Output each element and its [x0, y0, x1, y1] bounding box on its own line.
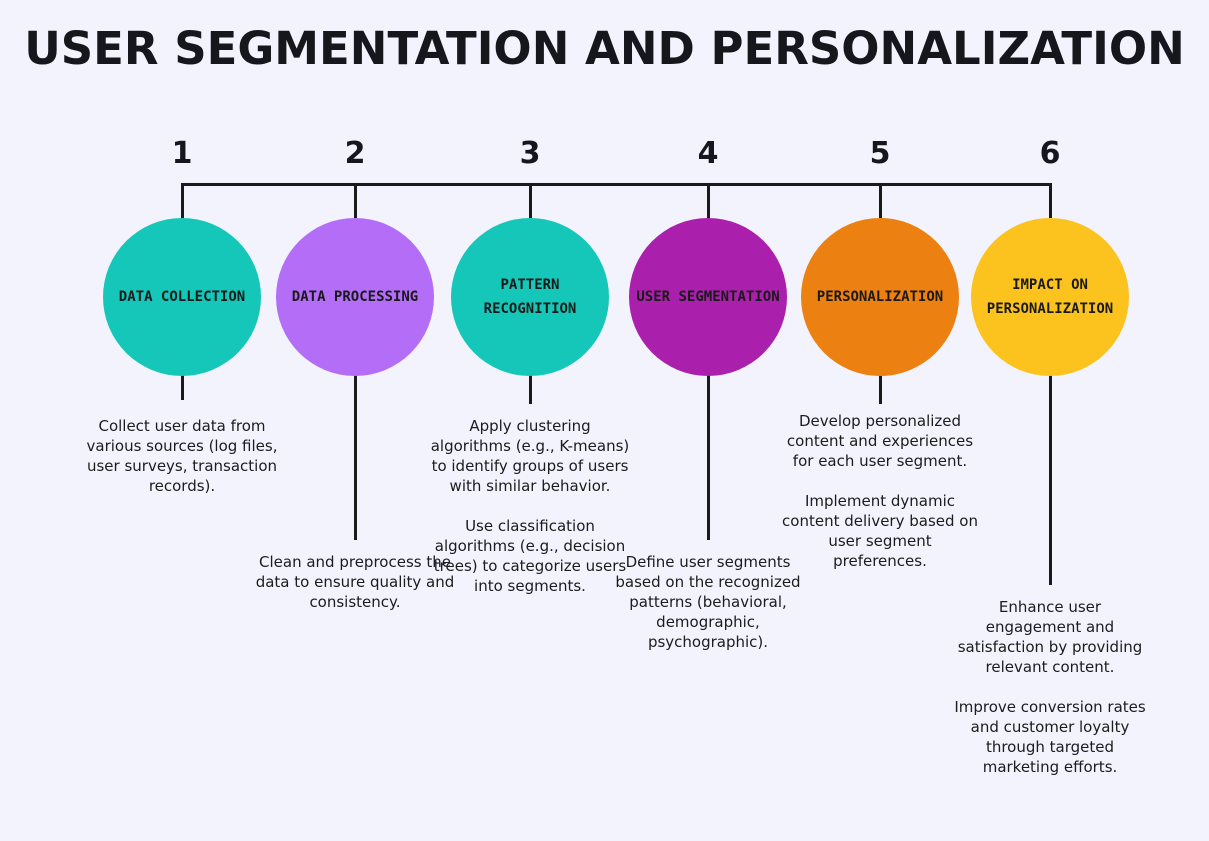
step-description: Apply clustering algorithms (e.g., K-mea…	[430, 416, 630, 596]
connector-stem	[354, 374, 357, 540]
step-number: 1	[171, 136, 193, 171]
step-description: Collect user data from various sources (…	[82, 416, 282, 496]
description-paragraph: Clean and preprocess the data to ensure …	[255, 553, 455, 611]
step-description: Clean and preprocess the data to ensure …	[255, 552, 455, 612]
step-label: DATA PROCESSING	[291, 289, 419, 305]
connector-drop	[707, 183, 710, 218]
connector-stem	[707, 374, 710, 540]
step-circle: PERSONALIZATION	[801, 218, 959, 376]
step-label: PERSONALIZATION	[816, 289, 944, 305]
step-number: 2	[344, 136, 366, 171]
description-paragraph: Define user segments based on the recogn…	[615, 553, 801, 651]
description-paragraph: Enhance user engagement and satisfaction…	[957, 598, 1143, 676]
connector-drop	[181, 183, 184, 218]
page-title: USER SEGMENTATION AND PERSONALIZATION	[24, 22, 1185, 75]
timeline-connector	[181, 183, 1051, 186]
step-description: Define user segments based on the recogn…	[608, 552, 808, 652]
step-number: 5	[869, 136, 891, 171]
connector-stem	[529, 374, 532, 404]
step-circle: IMPACT ON PERSONALIZATION	[971, 218, 1129, 376]
description-paragraph: Use classification algorithms (e.g., dec…	[433, 517, 627, 595]
step-label: PATTERN RECOGNITION	[483, 277, 577, 317]
connector-stem	[181, 374, 184, 400]
step-number: 4	[697, 136, 719, 171]
connector-stem	[879, 374, 882, 404]
connector-drop	[1049, 183, 1052, 218]
step-label: DATA COLLECTION	[118, 289, 246, 305]
description-paragraph: Collect user data from various sources (…	[86, 417, 278, 495]
description-paragraph: Improve conversion rates and customer lo…	[954, 698, 1146, 776]
step-description: Enhance user engagement and satisfaction…	[950, 597, 1150, 777]
step-description: Develop personalized content and experie…	[780, 411, 980, 571]
description-paragraph: Apply clustering algorithms (e.g., K-mea…	[430, 417, 630, 495]
step-label: USER SEGMENTATION	[636, 289, 780, 305]
step-circle: USER SEGMENTATION	[629, 218, 787, 376]
connector-stem	[1049, 374, 1052, 585]
step-circle: DATA PROCESSING	[276, 218, 434, 376]
step-label: IMPACT ON PERSONALIZATION	[986, 277, 1114, 317]
step-circle: DATA COLLECTION	[103, 218, 261, 376]
description-paragraph: Develop personalized content and experie…	[786, 412, 974, 470]
connector-drop	[529, 183, 532, 218]
connector-drop	[354, 183, 357, 218]
connector-drop	[879, 183, 882, 218]
description-paragraph: Implement dynamic content delivery based…	[782, 492, 978, 570]
step-circle: PATTERN RECOGNITION	[451, 218, 609, 376]
step-number: 3	[519, 136, 541, 171]
step-number: 6	[1039, 136, 1061, 171]
